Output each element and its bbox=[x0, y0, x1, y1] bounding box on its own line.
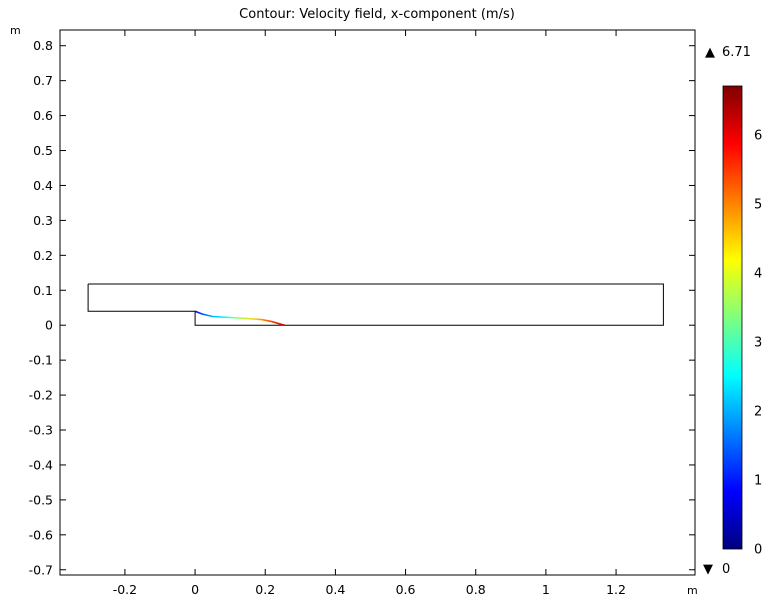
colorbar-max-label: 6.71 bbox=[722, 45, 751, 60]
colorbar-tick-label: 4 bbox=[754, 266, 762, 281]
colorbar-min-marker: ▼ bbox=[703, 562, 713, 577]
y-tick-label: 0.5 bbox=[33, 143, 53, 158]
colorbar-tick-labels: 6 5 4 3 2 1 0 bbox=[754, 128, 762, 557]
y-tick-label: -0.5 bbox=[29, 492, 53, 507]
x-tick-label: 0.4 bbox=[325, 582, 345, 597]
y-tick-label: -0.2 bbox=[29, 388, 53, 403]
x-tick-label: 1.2 bbox=[606, 582, 626, 597]
x-tick-label: 0.8 bbox=[466, 582, 486, 597]
y-tick-label: 0.2 bbox=[33, 248, 53, 263]
y-axis-tick-labels: 0.8 0.7 0.6 0.5 0.4 0.3 0.2 0.1 0 -0.1 -0.2 -0.3 -0.… bbox=[29, 38, 53, 577]
axis-ticks bbox=[60, 30, 695, 575]
velocity-contour-line bbox=[194, 310, 285, 326]
x-tick-label: 0 bbox=[191, 582, 199, 597]
colorbar-tick-label: 0 bbox=[754, 543, 762, 558]
y-tick-label: -0.3 bbox=[29, 423, 53, 438]
colorbar-max-marker: ▲ bbox=[705, 45, 715, 60]
x-tick-label: -0.2 bbox=[113, 582, 137, 597]
x-tick-label: 1 bbox=[542, 582, 550, 597]
colorbar bbox=[722, 85, 743, 550]
colorbar-tick-label: 1 bbox=[754, 473, 762, 488]
y-tick-label: 0.4 bbox=[33, 178, 53, 193]
chart-title: Contour: Velocity field, x-component (m/… bbox=[239, 7, 515, 22]
y-tick-label: 0.3 bbox=[33, 213, 53, 228]
y-tick-label: -0.7 bbox=[29, 562, 53, 577]
plot-frame bbox=[59, 29, 696, 576]
x-axis-tick-labels: -0.2 0 0.2 0.4 0.6 0.8 1 1.2 bbox=[113, 582, 626, 597]
y-tick-label: 0.1 bbox=[33, 283, 53, 298]
x-tick-label: 0.6 bbox=[396, 582, 416, 597]
colorbar-tick-label: 6 bbox=[754, 128, 762, 143]
colorbar-tick-label: 5 bbox=[754, 197, 762, 212]
y-tick-label: 0.7 bbox=[33, 73, 53, 88]
colorbar-tick-label: 2 bbox=[754, 404, 762, 419]
x-tick-label: 0.2 bbox=[255, 582, 275, 597]
y-tick-label: -0.4 bbox=[29, 457, 53, 472]
y-axis-unit: m bbox=[10, 24, 21, 37]
y-tick-label: 0.8 bbox=[33, 38, 53, 53]
geometry-outline bbox=[87, 283, 664, 326]
x-axis-unit: m bbox=[687, 584, 698, 597]
colorbar-min-label: 0 bbox=[722, 562, 730, 577]
colorbar-tick-label: 3 bbox=[754, 335, 762, 350]
y-tick-label: 0.6 bbox=[33, 108, 53, 123]
y-tick-label: 0 bbox=[45, 318, 53, 333]
y-tick-label: -0.1 bbox=[29, 353, 53, 368]
y-tick-label: -0.6 bbox=[29, 527, 53, 542]
